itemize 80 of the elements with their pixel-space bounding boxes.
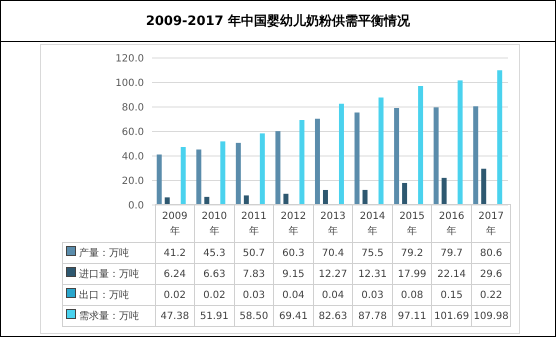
bar: [497, 70, 502, 205]
chart-title: 2009-2017 年中国婴幼儿奶粉供需平衡情况: [0, 0, 556, 42]
legend-label: 需求量：万吨: [62, 306, 155, 326]
data-label: 0.04: [313, 284, 353, 306]
y-tick-label: 40.0: [122, 152, 144, 163]
bar: [236, 142, 241, 205]
data-label: 70.4: [313, 242, 353, 264]
bar: [378, 97, 384, 205]
data-label: 12.31: [352, 264, 392, 284]
x-tick-label: 2009年: [161, 210, 188, 238]
data-label: 51.91: [194, 306, 234, 326]
bar: [322, 190, 328, 205]
bar: [314, 118, 320, 205]
data-label: 109.98: [471, 306, 511, 326]
data-label: 75.5: [352, 242, 392, 264]
bar: [362, 190, 368, 205]
bar: [275, 131, 280, 205]
data-label: 0.04: [274, 284, 314, 306]
data-label: 29.6: [471, 264, 511, 284]
y-tick-label: 0.0: [128, 200, 144, 212]
data-label: 0.02: [194, 284, 234, 306]
bar: [434, 107, 439, 205]
y-tick-label: 60.0: [122, 127, 144, 138]
bar: [418, 86, 424, 205]
data-label: 58.50: [234, 306, 274, 326]
data-label: 12.27: [313, 264, 353, 284]
bar: [180, 146, 186, 205]
data-label: 79.7: [432, 242, 472, 264]
x-tick-label: 2013年: [319, 210, 347, 238]
data-label: 0.15: [432, 284, 472, 306]
bar: [196, 150, 202, 205]
bar: [338, 104, 344, 205]
x-tick-label: 2016年: [438, 210, 466, 238]
data-label: 0.03: [352, 284, 392, 306]
bar: [402, 182, 408, 205]
data-label: 50.7: [234, 242, 274, 264]
x-tick-label: 2014年: [358, 210, 386, 238]
data-label: 0.22: [471, 284, 511, 306]
data-label: 7.83: [234, 264, 274, 284]
data-label: 9.15: [274, 264, 314, 284]
x-tick-label: 2010年: [200, 210, 228, 238]
y-tick-label: 20.0: [122, 176, 144, 188]
bar: [220, 141, 226, 205]
data-label: 0.08: [392, 284, 432, 306]
data-label: 101.69: [432, 306, 472, 326]
bar: [299, 120, 304, 205]
data-label: 69.41: [274, 306, 314, 326]
data-label: 0.03: [234, 284, 274, 306]
legend-label: 产量：万吨: [62, 242, 155, 264]
x-tick-label: 2012年: [280, 210, 308, 238]
bar: [394, 108, 400, 205]
data-label: 79.2: [392, 242, 432, 264]
bar: [473, 106, 478, 205]
data-label: 0.02: [155, 284, 195, 306]
y-tick-label: 80.0: [122, 102, 144, 114]
bar: [481, 168, 486, 205]
y-tick-label: 100.0: [115, 78, 144, 90]
data-label: 47.38: [155, 306, 195, 326]
data-label: 45.3: [194, 242, 234, 264]
data-label: 6.63: [194, 264, 234, 284]
data-label: 6.24: [155, 264, 195, 284]
bar: [354, 112, 360, 205]
data-label: 80.6: [471, 242, 511, 264]
y-tick-label: 120.0: [115, 54, 144, 65]
bar: [458, 80, 463, 205]
data-label: 60.3: [274, 242, 314, 264]
bar: [156, 154, 162, 205]
bar: [442, 178, 447, 205]
x-tick-label: 2011年: [240, 210, 268, 238]
legend-label: 出口：万吨: [62, 284, 155, 306]
data-label: 97.11: [392, 306, 432, 326]
bar: [260, 133, 265, 205]
data-label: 82.63: [313, 306, 353, 326]
data-label: 41.2: [155, 242, 195, 264]
legend-label: 进口量：万吨: [62, 264, 155, 284]
x-tick-label: 2015年: [398, 210, 426, 238]
data-label: 17.99: [392, 264, 432, 284]
data-label: 22.14: [432, 264, 472, 284]
data-label: 87.78: [352, 306, 392, 326]
x-tick-label: 2017年: [477, 210, 505, 238]
